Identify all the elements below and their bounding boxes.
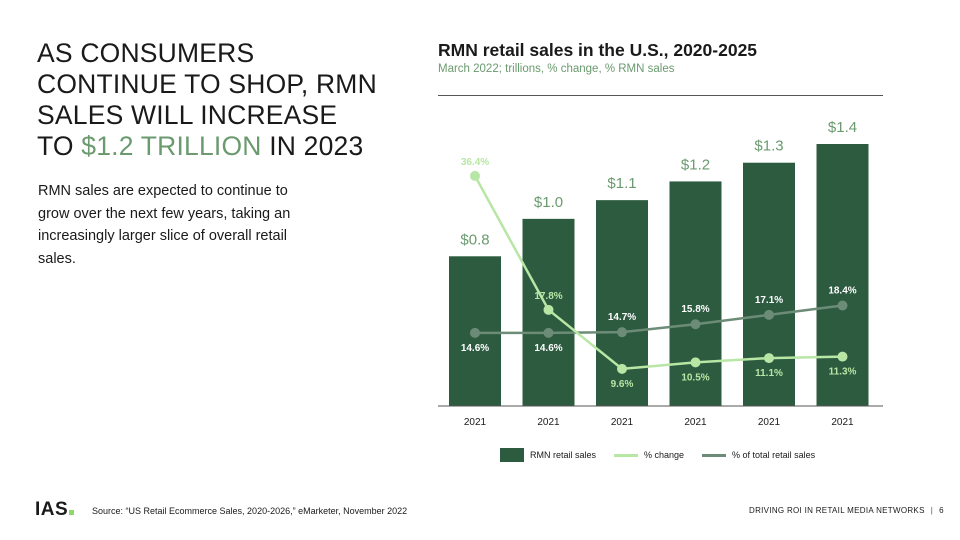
legend-label-share: % of total retail sales xyxy=(732,450,816,460)
chart-title: RMN retail sales in the U.S., 2020-2025 xyxy=(438,40,758,60)
logo-dot xyxy=(69,510,75,515)
legend-swatch-change xyxy=(614,453,639,457)
change-point-1 xyxy=(543,304,554,315)
change-point-5 xyxy=(837,351,848,362)
chart-legend: RMN retail sales % change % of total ret… xyxy=(500,448,833,462)
share-point-0 xyxy=(470,327,480,338)
change-point-0 xyxy=(470,170,480,181)
share-point-1 xyxy=(543,327,554,338)
headline-text-end: IN 2023 xyxy=(261,131,364,161)
chart-subtitle: March 2022; trillions, % change, % RMN s… xyxy=(438,63,675,75)
source-note: Source: “US Retail Ecommerce Sales, 2020… xyxy=(92,506,408,516)
share-point-4 xyxy=(764,309,774,320)
footer-separator: | xyxy=(930,506,934,515)
x-tick-label-5: 2021 xyxy=(831,417,854,428)
bar-value-label-4: $1.3 xyxy=(754,138,783,155)
bar-3 xyxy=(669,181,722,406)
x-tick-label-3: 2021 xyxy=(684,417,707,428)
page-number: 6 xyxy=(939,506,944,515)
bar-value-label-0: $0.8 xyxy=(460,231,489,248)
bar-value-label-5: $1.4 xyxy=(828,119,857,136)
legend-item-change: % change xyxy=(614,450,684,460)
x-tick-label-2: 2021 xyxy=(611,417,634,428)
share-line xyxy=(475,304,843,335)
change-label-0: 36.4% xyxy=(461,157,489,168)
bar-value-label-3: $1.2 xyxy=(681,156,710,173)
change-label-5: 11.3% xyxy=(829,367,857,378)
share-label-5: 18.4% xyxy=(828,286,856,297)
share-point-3 xyxy=(690,319,701,330)
logo-text: IAS xyxy=(35,499,69,520)
headline-text: AS CONSUMERS CONTINUE TO SHOP, RMN SALES… xyxy=(37,38,377,161)
change-label-2: 9.6% xyxy=(611,379,634,390)
change-point-2 xyxy=(617,363,627,374)
change-label-3: 10.5% xyxy=(681,372,709,383)
share-label-3: 15.8% xyxy=(681,304,709,315)
legend-swatch-bars xyxy=(500,448,524,462)
share-label-4: 17.1% xyxy=(755,295,783,306)
share-point-5 xyxy=(837,300,848,311)
change-label-1: 17.8% xyxy=(534,291,562,302)
share-point-2 xyxy=(617,327,627,338)
legend-item-share: % of total retail sales xyxy=(702,450,815,460)
bar-5 xyxy=(816,144,869,406)
legend-swatch-share xyxy=(702,453,727,457)
share-label-1: 14.6% xyxy=(534,343,562,354)
body-text: RMN sales are expected to continue to gr… xyxy=(38,183,291,267)
legend-label-bars: RMN retail sales xyxy=(530,450,597,460)
headline-accent: $1.2 TRILLION xyxy=(81,131,262,161)
bar-2 xyxy=(596,200,648,406)
bar-value-label-1: $1.0 xyxy=(534,194,563,211)
chart-top-rule xyxy=(438,95,883,96)
x-tick-label-4: 2021 xyxy=(758,417,781,428)
change-label-4: 11.1% xyxy=(755,368,783,379)
x-tick-label-0: 2021 xyxy=(464,417,487,428)
legend-label-change: % change xyxy=(644,450,685,460)
change-point-4 xyxy=(764,353,774,364)
x-tick-label-1: 2021 xyxy=(537,417,560,428)
ias-logo: IAS xyxy=(35,499,75,521)
footer-section-label: DRIVING ROI IN RETAIL MEDIA NETWORKS xyxy=(749,506,925,515)
footer-section: DRIVING ROI IN RETAIL MEDIA NETWORKS | 6 xyxy=(749,506,944,515)
bar-value-label-2: $1.1 xyxy=(607,175,636,192)
headline: AS CONSUMERS CONTINUE TO SHOP, RMN SALES… xyxy=(37,38,377,162)
legend-item-bars: RMN retail sales xyxy=(500,448,596,462)
share-label-2: 14.7% xyxy=(608,312,636,323)
change-point-3 xyxy=(690,357,701,368)
bar-4 xyxy=(743,162,795,406)
share-label-0: 14.6% xyxy=(461,343,489,354)
change-line xyxy=(473,175,843,371)
